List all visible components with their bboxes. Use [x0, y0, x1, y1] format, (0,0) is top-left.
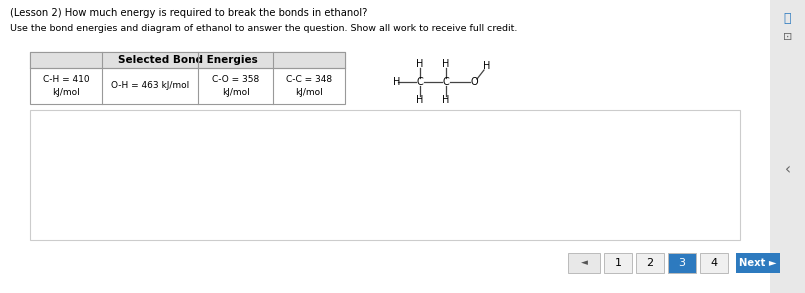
- Bar: [668, 253, 696, 273]
- Text: ‹: ‹: [785, 163, 791, 178]
- Text: 1: 1: [614, 258, 621, 268]
- Text: C-H = 410
kJ/mol: C-H = 410 kJ/mol: [43, 75, 89, 97]
- Text: ◄: ◄: [580, 258, 588, 268]
- Text: Next ►: Next ►: [739, 258, 777, 268]
- Bar: [30, 110, 740, 240]
- Bar: [636, 253, 664, 273]
- Bar: [770, 0, 805, 293]
- Bar: [568, 253, 600, 273]
- Text: H: H: [394, 77, 401, 87]
- Bar: [604, 253, 632, 273]
- Text: C: C: [443, 77, 449, 87]
- Text: H: H: [416, 95, 423, 105]
- Text: 3: 3: [679, 258, 686, 268]
- Text: Use the bond energies and diagram of ethanol to answer the question. Show all wo: Use the bond energies and diagram of eth…: [10, 24, 518, 33]
- Text: O: O: [470, 77, 478, 87]
- Text: (Lesson 2) How much energy is required to break the bonds in ethanol?: (Lesson 2) How much energy is required t…: [10, 8, 367, 18]
- Bar: [700, 253, 728, 273]
- Text: C: C: [417, 77, 423, 87]
- Text: 2: 2: [646, 258, 654, 268]
- Text: 4: 4: [711, 258, 717, 268]
- Text: H: H: [442, 95, 450, 105]
- Text: O-H = 463 kJ/mol: O-H = 463 kJ/mol: [111, 81, 189, 91]
- Bar: [30, 52, 345, 104]
- Bar: [30, 52, 345, 68]
- Bar: [736, 253, 780, 273]
- Text: H: H: [442, 59, 450, 69]
- Text: ⊡: ⊡: [782, 32, 792, 42]
- Text: ⓘ: ⓘ: [784, 12, 791, 25]
- Text: C-C = 348
kJ/mol: C-C = 348 kJ/mol: [286, 75, 332, 97]
- Text: Selected Bond Energies: Selected Bond Energies: [118, 55, 258, 65]
- Text: H: H: [416, 59, 423, 69]
- Text: C-O = 358
kJ/mol: C-O = 358 kJ/mol: [212, 75, 259, 97]
- Text: H: H: [483, 61, 491, 71]
